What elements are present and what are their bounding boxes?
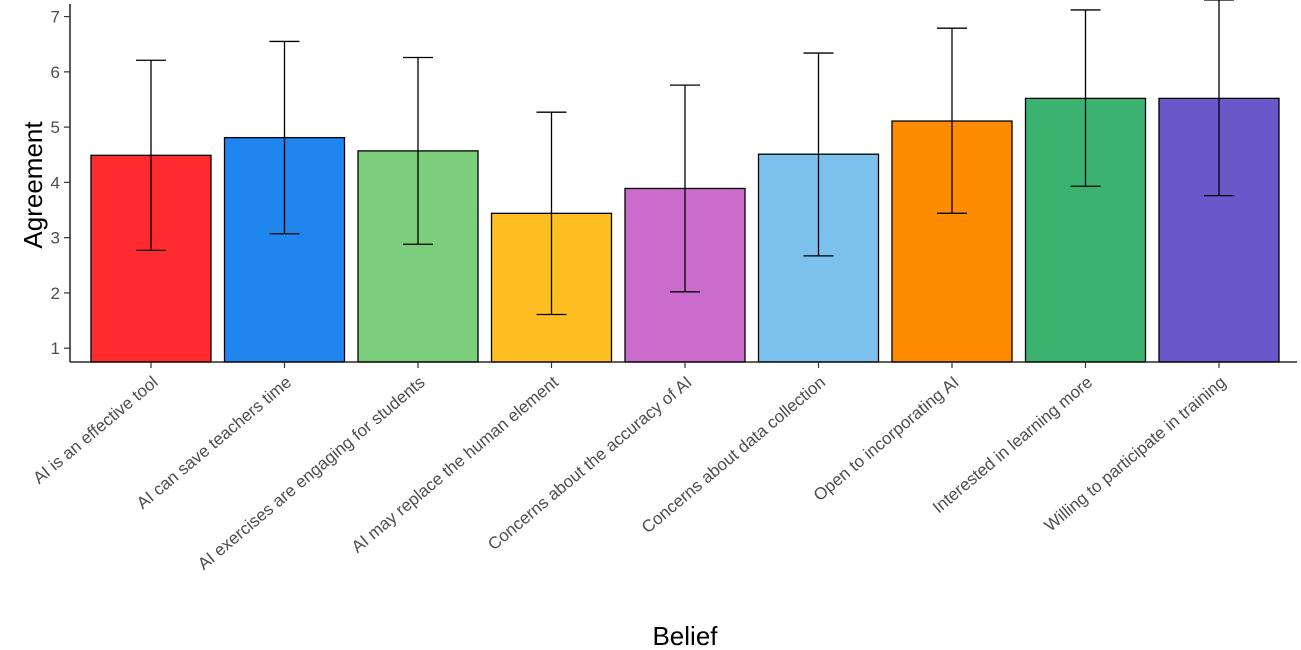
- y-tick-label: 2: [51, 284, 60, 303]
- y-tick-label: 4: [51, 173, 60, 192]
- x-tick-label: AI may replace the human element: [348, 372, 562, 556]
- y-axis-ticks: 1 2 3 4 5 6 7: [51, 8, 70, 358]
- error-bars-group: [136, 0, 1234, 316]
- y-tick-label: 5: [51, 118, 60, 137]
- x-tick-label: AI can save teachers time: [133, 373, 295, 513]
- y-tick-label: 7: [51, 8, 60, 27]
- y-tick-label: 3: [51, 229, 60, 248]
- x-tick-label: AI is an effective tool: [29, 373, 161, 488]
- x-tick-label: Open to incorporating AI: [810, 373, 963, 505]
- x-tick-label: AI exercises are engaging for students: [194, 373, 428, 574]
- y-tick-label: 6: [51, 63, 60, 82]
- y-axis-title: Agreement: [18, 121, 48, 249]
- x-axis-title: Belief: [652, 621, 718, 650]
- plot-area: [90, 0, 1280, 363]
- y-tick-label: 1: [51, 339, 60, 358]
